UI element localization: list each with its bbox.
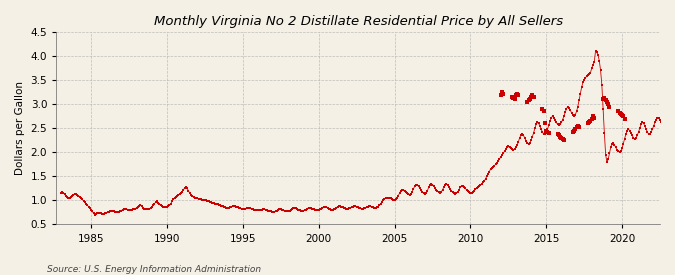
- Y-axis label: Dollars per Gallon: Dollars per Gallon: [15, 81, 25, 175]
- Text: Source: U.S. Energy Information Administration: Source: U.S. Energy Information Administ…: [47, 265, 261, 274]
- Title: Monthly Virginia No 2 Distillate Residential Price by All Sellers: Monthly Virginia No 2 Distillate Residen…: [153, 15, 563, 28]
